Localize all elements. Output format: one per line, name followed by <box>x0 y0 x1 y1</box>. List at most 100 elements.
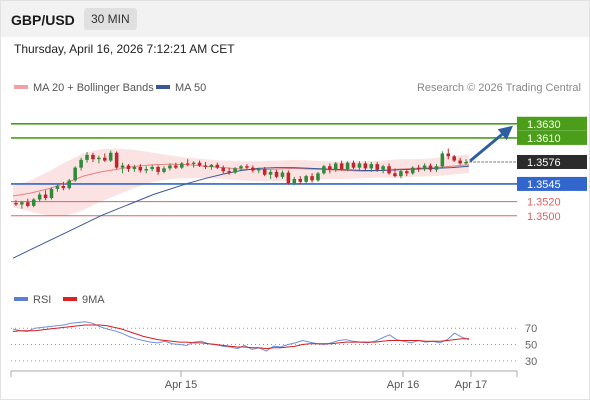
current-price-label: 1.3576 <box>527 157 561 169</box>
level-tag-1.3610 <box>517 130 587 145</box>
level-label-1.3610: 1.3610 <box>527 133 561 145</box>
candle-body <box>410 167 415 174</box>
candle-body <box>298 178 302 182</box>
ma50-legend-swatch <box>156 85 170 89</box>
level-label-1.3545: 1.3545 <box>527 179 561 191</box>
candle-body <box>227 171 231 173</box>
candle-body <box>458 160 462 164</box>
candle-body <box>156 166 160 172</box>
candle-body <box>322 166 326 174</box>
ma50-legend-label: MA 50 <box>175 82 206 94</box>
current-price-tag <box>517 154 587 169</box>
candle-body <box>203 165 208 167</box>
candle-body <box>26 202 30 206</box>
candle-body <box>162 168 166 172</box>
candle-body <box>387 166 391 174</box>
forecast-arrow-shaft <box>469 131 505 163</box>
rsi-legend-label: RSI <box>33 294 51 306</box>
candle-body <box>369 164 374 169</box>
bb-legend-swatch <box>14 85 28 89</box>
candle-body <box>357 163 362 168</box>
ma9-legend-label: 9MA <box>82 294 105 306</box>
candle-body <box>351 162 356 168</box>
candle-body <box>339 163 344 170</box>
x-tick-label-0: Apr 15 <box>165 379 197 391</box>
candle-body <box>150 166 154 170</box>
candle-body <box>215 164 220 168</box>
candle-body <box>316 173 320 181</box>
candle-body <box>304 176 308 182</box>
candle-body <box>114 152 119 168</box>
candle-body <box>428 165 433 170</box>
candle-body <box>79 159 83 168</box>
candle-body <box>31 199 36 206</box>
candle-body <box>191 162 196 165</box>
rsi-tick-30: 30 <box>525 356 537 368</box>
candle-body <box>185 163 190 165</box>
candle-body <box>144 169 149 171</box>
candle-body <box>416 167 421 170</box>
ma9-legend-swatch <box>63 297 77 301</box>
candle-body <box>464 161 468 164</box>
timeframe-button[interactable]: 30 MIN <box>84 8 137 30</box>
rsi-tick-70: 70 <box>525 323 537 335</box>
rsi-tick-50: 50 <box>525 340 537 352</box>
candle-body <box>286 172 291 184</box>
x-axis: Apr 15 Apr 16 Apr 17 <box>10 371 518 391</box>
candle-body <box>274 171 279 177</box>
candle-body <box>239 166 243 169</box>
candle-body <box>209 164 214 167</box>
level-label-1.3630: 1.3630 <box>527 119 561 131</box>
candle-body <box>197 162 202 166</box>
candle-body <box>85 154 89 160</box>
candle-body <box>328 166 332 170</box>
level-tag-1.3545 <box>517 176 587 191</box>
candle-body <box>120 165 125 168</box>
candle-body <box>381 166 385 170</box>
candle-body <box>440 153 445 167</box>
header-bar: GBP/USD 30 MIN <box>1 1 589 37</box>
bb-legend-label: MA 20 + Bollinger Bands <box>33 82 154 94</box>
candle-body <box>91 154 95 160</box>
candle-body <box>180 163 184 168</box>
candle-body <box>233 168 237 173</box>
candle-body <box>363 163 368 169</box>
candle-body <box>168 165 172 169</box>
level-lines <box>11 122 517 217</box>
candle-body <box>434 166 439 170</box>
candlesticks <box>14 148 468 209</box>
candle-body <box>61 186 66 189</box>
level-labels: 1.3630 1.3610 1.3545 1.3520 1.3500 1.3576 <box>517 116 587 223</box>
rsi-pane: 70 50 30 <box>11 321 537 368</box>
candle-body <box>37 194 42 200</box>
candle-body <box>405 171 409 174</box>
candle-body <box>310 176 314 181</box>
candle-body <box>174 165 178 168</box>
candle-body <box>393 173 397 177</box>
symbol-label: GBP/USD <box>11 12 75 28</box>
candle-body <box>67 180 72 189</box>
candle-body <box>268 171 273 175</box>
candle-body <box>43 194 48 199</box>
candle-body <box>221 167 226 172</box>
candle-body <box>20 202 24 205</box>
candle-body <box>103 157 107 161</box>
candle-body <box>97 157 101 160</box>
x-tick-label-2: Apr 17 <box>455 379 487 391</box>
candle-body <box>399 171 403 177</box>
candle-body <box>333 163 338 170</box>
rsi-legend-swatch <box>14 297 28 301</box>
candle-body <box>126 165 131 170</box>
candle-body <box>138 166 143 171</box>
candle-body <box>132 166 137 170</box>
candle-body <box>256 169 261 171</box>
level-tag-1.3630 <box>517 116 587 131</box>
candle-body <box>55 186 60 189</box>
candle-body <box>375 164 379 170</box>
candle-body <box>14 203 18 205</box>
forecast-arrow-head <box>497 125 513 141</box>
candle-body <box>446 153 451 157</box>
candle-body <box>422 165 427 170</box>
